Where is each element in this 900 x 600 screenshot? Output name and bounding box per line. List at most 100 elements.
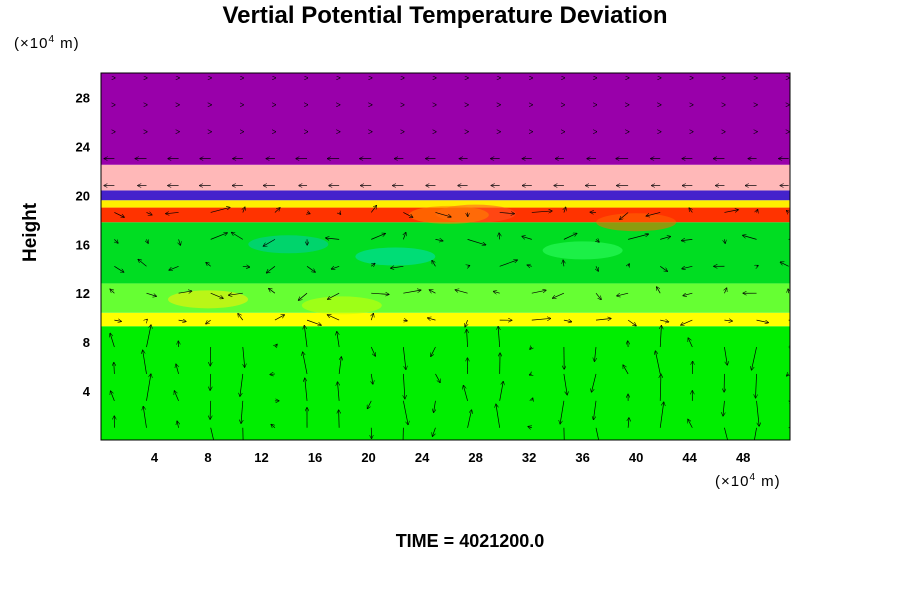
wind-vector xyxy=(465,319,467,327)
wind-vector xyxy=(528,427,532,428)
wind-vector xyxy=(146,374,150,401)
wind-vector xyxy=(683,293,693,295)
x-axis-ticks: 4 8 12 16 20 24 28 32 36 40 44 48 xyxy=(151,450,751,465)
wind-vector xyxy=(403,346,406,369)
wind-vector xyxy=(114,212,124,217)
x-tick-label: 8 xyxy=(204,450,211,465)
wind-vector xyxy=(402,427,404,440)
wind-vector xyxy=(206,263,211,267)
wind-vector xyxy=(563,320,572,322)
wind-vector xyxy=(787,374,789,376)
wind-vector xyxy=(146,319,147,320)
x-tick-label: 28 xyxy=(468,450,482,465)
field-band-3 xyxy=(101,222,790,284)
temperature-field xyxy=(101,73,790,440)
wind-vector xyxy=(498,327,500,348)
x-tick-label: 4 xyxy=(151,450,159,465)
wind-vector xyxy=(468,266,470,267)
wind-vector xyxy=(367,400,372,409)
wind-vector xyxy=(210,427,214,440)
wind-vector xyxy=(595,319,611,321)
wind-vector xyxy=(563,373,567,395)
wind-vector xyxy=(564,207,566,213)
field-blob-1 xyxy=(355,247,436,266)
wind-vector xyxy=(263,239,276,246)
wind-vector xyxy=(242,266,250,267)
wind-vector xyxy=(467,410,472,428)
field-band-6 xyxy=(101,190,790,201)
y-axis-unit: (×104 m) xyxy=(14,34,80,52)
wind-vector xyxy=(371,373,373,384)
wind-vector xyxy=(210,292,223,298)
wind-vector xyxy=(428,318,436,320)
wind-vector xyxy=(553,292,565,298)
wind-vector xyxy=(328,315,340,321)
wind-vector xyxy=(435,373,440,383)
wind-vector xyxy=(306,266,315,272)
wind-vector xyxy=(593,400,597,420)
wind-vector xyxy=(328,292,340,299)
wind-vector xyxy=(756,373,757,398)
wind-vector xyxy=(494,291,500,293)
x-tick-label: 40 xyxy=(629,450,643,465)
wind-vector xyxy=(627,319,636,326)
wind-vector xyxy=(370,206,376,213)
x-tick-label: 36 xyxy=(575,450,589,465)
wind-vector xyxy=(403,320,407,321)
wind-vector xyxy=(241,400,243,423)
x-tick-label: 24 xyxy=(415,450,430,465)
wind-vector xyxy=(114,363,115,374)
wind-vector xyxy=(403,400,408,425)
wind-vector xyxy=(660,320,668,322)
wind-vector xyxy=(756,400,760,426)
x-axis-unit: (×104 m) xyxy=(715,472,781,490)
x-tick-label: 32 xyxy=(522,450,536,465)
y-tick-label: 20 xyxy=(76,188,90,203)
wind-vector xyxy=(432,261,436,267)
wind-vector xyxy=(596,239,599,242)
wind-vector xyxy=(146,292,156,296)
wind-vector xyxy=(138,259,147,267)
wind-vector xyxy=(757,266,759,267)
wind-vector xyxy=(688,419,693,428)
field-blob-7 xyxy=(408,205,489,224)
wind-vector xyxy=(210,400,211,419)
wind-vector xyxy=(326,238,340,239)
wind-vector xyxy=(681,319,693,325)
x-tick-label: 20 xyxy=(361,450,375,465)
wind-vector xyxy=(338,382,340,401)
wind-vector xyxy=(660,266,667,271)
wind-vector xyxy=(339,212,340,214)
field-blob-0 xyxy=(248,235,329,254)
field-band-7 xyxy=(101,164,790,191)
wind-vector xyxy=(724,210,738,213)
wind-vector xyxy=(467,330,468,348)
wind-vector xyxy=(403,290,420,294)
wind-vector xyxy=(274,315,284,321)
wind-vector xyxy=(371,314,373,321)
x-tick-label: 16 xyxy=(308,450,322,465)
wind-vector xyxy=(659,402,663,428)
wind-vector xyxy=(754,427,757,440)
wind-vector xyxy=(689,208,692,213)
wind-vector xyxy=(267,266,276,272)
x-tick-label: 44 xyxy=(682,450,697,465)
wind-vector xyxy=(434,400,436,412)
wind-vector xyxy=(788,289,789,294)
wind-vector xyxy=(788,427,790,428)
wind-vector xyxy=(595,427,600,440)
field-band-5 xyxy=(101,200,790,208)
wind-vector xyxy=(655,351,661,375)
wind-vector xyxy=(455,290,468,294)
wind-vector xyxy=(143,407,147,428)
wind-vector xyxy=(370,346,375,356)
field-blob-5 xyxy=(301,296,382,315)
wind-vector xyxy=(499,233,500,240)
field-blob-2 xyxy=(542,241,623,260)
wind-vector xyxy=(305,378,308,401)
wind-vector xyxy=(114,320,121,321)
y-tick-label: 8 xyxy=(83,335,90,350)
wind-vector xyxy=(110,289,115,294)
wind-vector xyxy=(210,373,211,390)
